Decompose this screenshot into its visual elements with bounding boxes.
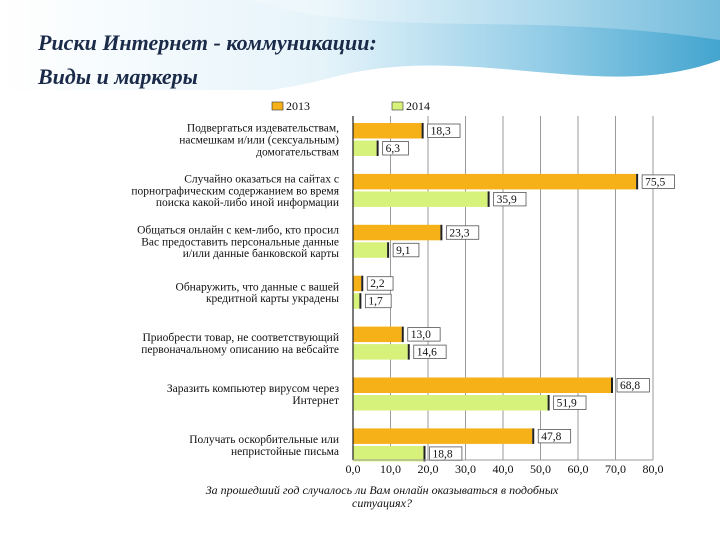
data-label-box <box>537 428 572 444</box>
category-label: домогательствам <box>256 146 340 158</box>
data-label-box <box>445 225 480 240</box>
category-label: Общаться онлайн с кем-либо, кто просил <box>137 225 339 237</box>
x-tick-label: 10,0 <box>380 462 401 476</box>
bar-end-edge <box>636 173 639 190</box>
bar-2014 <box>353 242 388 258</box>
category-label: Подвергаться издевательствам, <box>187 123 339 135</box>
x-tick-label: 80,0 <box>643 462 664 476</box>
bar-end-edge <box>487 191 490 207</box>
x-tick-label: 0,0 <box>346 462 361 476</box>
data-label: 68,8 <box>620 380 640 392</box>
bar-2013 <box>353 173 637 190</box>
data-label: 18,8 <box>433 448 453 460</box>
category-label: непристойные письма <box>231 446 339 458</box>
bar-end-edge <box>361 275 364 292</box>
bar-2014 <box>353 140 377 156</box>
bar-2013 <box>353 377 611 393</box>
category-label: первоначальному описанию на вебсайте <box>141 344 339 356</box>
x-axis-title: ситуациях? <box>352 496 412 510</box>
legend-label: 2013 <box>286 99 310 113</box>
x-tick-label: 40,0 <box>493 462 514 476</box>
data-label-box <box>413 344 447 360</box>
data-label-box <box>641 174 675 189</box>
data-label: 35,9 <box>497 194 517 206</box>
bar-2013 <box>353 428 533 444</box>
data-label: 75,5 <box>645 176 665 188</box>
data-label-box <box>364 293 392 309</box>
bar-end-edge <box>407 344 410 360</box>
data-label-box <box>553 395 587 410</box>
data-label-box <box>407 327 441 342</box>
data-label-box <box>366 276 394 291</box>
data-label: 9,1 <box>396 245 411 257</box>
bar-2014 <box>353 293 360 309</box>
legend-swatch-2014 <box>391 101 404 111</box>
data-label: 2,2 <box>370 278 385 290</box>
data-label: 47,8 <box>541 431 561 443</box>
category-label: Интернет <box>292 395 339 407</box>
bar-end-edge <box>359 293 362 309</box>
bar-2013 <box>353 275 362 292</box>
data-label: 51,9 <box>557 398 577 410</box>
x-tick-label: 20,0 <box>418 462 439 476</box>
legend-swatch-2013 <box>271 101 284 111</box>
x-tick-label: 60,0 <box>568 462 589 476</box>
data-label: 14,6 <box>417 347 437 359</box>
data-label: 18,3 <box>431 126 451 138</box>
category-label: Приобрести товар, не соответствующий <box>142 332 339 344</box>
bar-2013 <box>353 123 422 139</box>
bar-end-edge <box>532 428 535 444</box>
bar-end-edge <box>611 377 613 393</box>
slide-title-line-1: Риски Интернет - коммуникации: <box>38 30 377 55</box>
data-label-box <box>392 242 420 258</box>
bar-2014 <box>353 344 408 360</box>
data-label-box <box>382 141 409 156</box>
x-tick-label: 50,0 <box>530 462 551 476</box>
category-label: и/или данные банковской карты <box>183 248 339 260</box>
bar-end-edge <box>547 395 550 411</box>
bar-end-edge <box>440 224 443 241</box>
bar-2013 <box>353 224 441 241</box>
category-label: Вас предоставить персональные данные <box>141 236 339 248</box>
data-label: 6,3 <box>386 143 401 155</box>
data-label: 23,3 <box>449 227 469 239</box>
bar-2013 <box>353 326 402 343</box>
category-label: насмешкам и/или (сексуальным) <box>179 135 339 147</box>
bar-2014 <box>353 445 424 462</box>
slide-title-line-2: Виды и маркеры <box>38 64 198 89</box>
x-tick-label: 70,0 <box>605 462 626 476</box>
header-wave-highlight <box>250 0 720 40</box>
data-label: 13,0 <box>411 329 431 341</box>
x-axis-title: За прошедший год случалось ли Вам онлайн… <box>206 483 559 497</box>
bar-end-edge <box>387 242 390 258</box>
category-label: Случайно оказаться на сайтах с <box>184 174 339 186</box>
category-label: Получать оскорбительные или <box>189 434 339 446</box>
bar-end-edge <box>423 445 426 462</box>
legend-label: 2014 <box>406 99 430 113</box>
category-label: поиска какой-либо иной информации <box>156 197 339 209</box>
bar-end-edge <box>401 326 404 343</box>
bar-end-edge <box>421 123 424 139</box>
x-tick-label: 30,0 <box>455 462 476 476</box>
header-wave <box>0 0 720 105</box>
category-label: порнографическим содержанием во время <box>131 185 339 197</box>
bar-2014 <box>353 395 548 411</box>
data-label: 1,7 <box>368 296 383 308</box>
category-label: Обнаружить, что данные с вашей <box>176 281 339 293</box>
bar-end-edge <box>376 140 379 156</box>
bar-2014 <box>353 191 488 207</box>
category-label: кредитной карты украдены <box>206 293 339 305</box>
data-label-box <box>493 191 527 207</box>
data-label-box <box>427 123 461 138</box>
data-label-box <box>616 378 650 393</box>
category-label: Заразить компьютер вирусом через <box>167 383 340 395</box>
